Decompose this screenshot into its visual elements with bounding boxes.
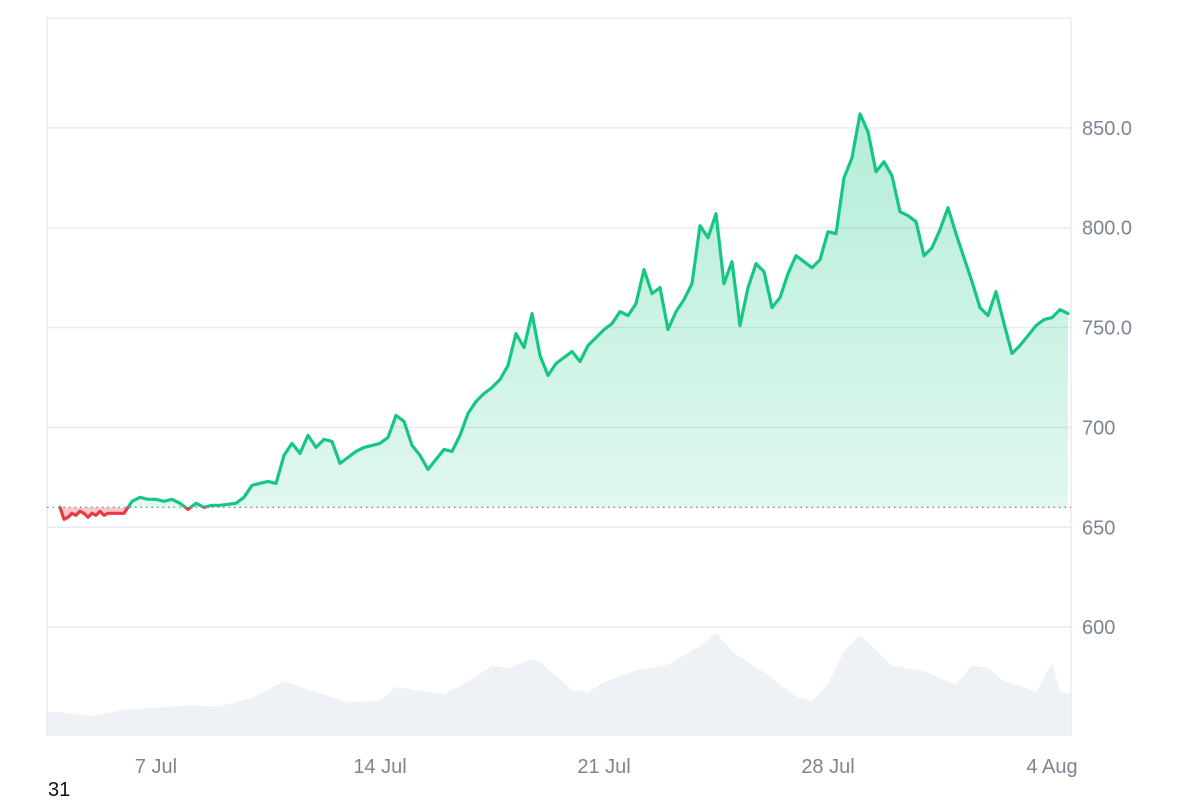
x-tick-label: 21 Jul	[577, 756, 630, 778]
y-tick-label: 700	[1082, 417, 1115, 439]
plot-frame	[46, 17, 1072, 736]
y-tick-label: 850.0	[1082, 118, 1132, 140]
x-tick-label: 4 Aug	[1026, 756, 1077, 778]
x-tick-label: 7 Jul	[135, 756, 177, 778]
price-area-up	[60, 113, 1068, 508]
y-tick-label: 650	[1082, 517, 1115, 539]
x-tick-label: 28 Jul	[801, 756, 854, 778]
corner-label: 31	[48, 779, 71, 801]
volume-area	[47, 632, 1071, 734]
x-axis: 7 Jul 14 Jul 21 Jul 28 Jul 4 Aug	[135, 756, 1078, 778]
y-tick-label: 750.0	[1082, 318, 1132, 340]
y-tick-label: 800.0	[1082, 218, 1132, 240]
price-line-up	[58, 112, 1070, 508]
y-tick-label: 600	[1082, 617, 1115, 639]
x-tick-label: 14 Jul	[353, 756, 406, 778]
y-axis: 600 650 700 750.0 800.0 850.0	[1082, 118, 1132, 639]
